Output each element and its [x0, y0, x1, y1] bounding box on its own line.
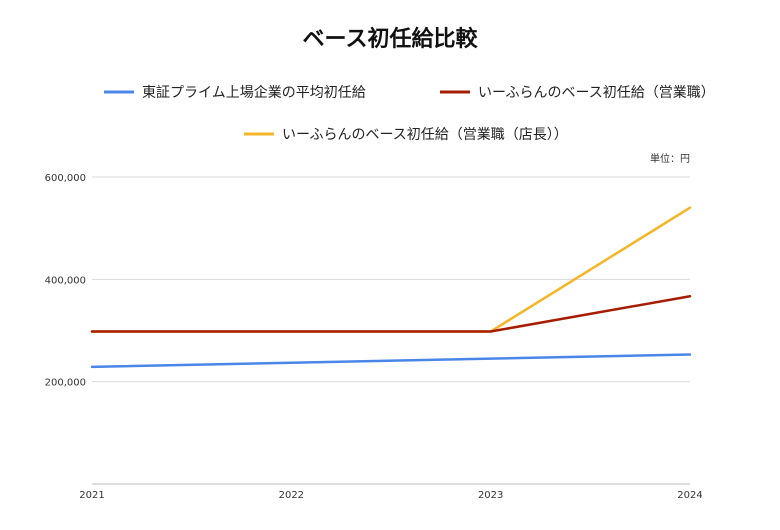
series-line-sales [90, 294, 692, 333]
y-tick-label: 600,000 [45, 173, 86, 184]
legend-label-manager: いーふらんのベース初任給（営業職（店長）） [282, 126, 568, 143]
gridlines [92, 176, 690, 485]
series-lines [90, 206, 692, 369]
y-axis-ticks: 200,000 400,000 600,000 [45, 173, 86, 389]
chart-title: ベース初任給比較 [303, 26, 479, 52]
legend-label-tse: 東証プライム上場企業の平均初任給 [142, 84, 366, 101]
legend: 東証プライム上場企業の平均初任給 いーふらんのベース初任給（営業職） いーふらん… [104, 84, 715, 143]
x-axis-ticks: 2021 2022 2023 2024 [79, 490, 702, 501]
y-tick-label: 400,000 [45, 275, 86, 286]
legend-label-sales: いーふらんのベース初任給（営業職） [478, 84, 715, 101]
x-tick-label: 2023 [478, 490, 503, 501]
unit-label: 単位：円 [650, 152, 690, 165]
x-tick-label: 2024 [677, 490, 702, 501]
series-line-tse [90, 353, 692, 369]
x-tick-label: 2022 [279, 490, 304, 501]
y-tick-label: 200,000 [45, 378, 86, 389]
x-tick-label: 2021 [79, 490, 104, 501]
